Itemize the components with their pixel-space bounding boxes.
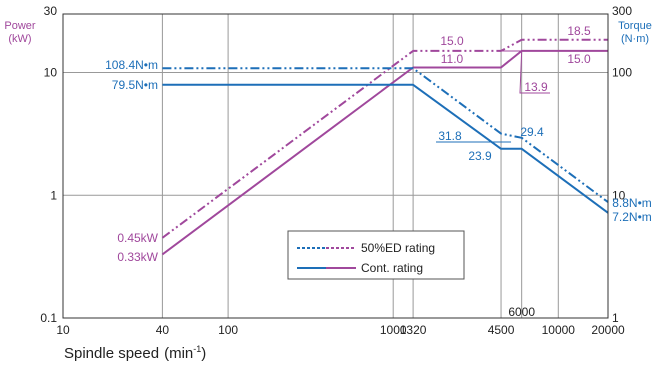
annotation-torque-239: 23.9 xyxy=(468,149,492,163)
y-right-tick-label: 1 xyxy=(612,311,619,325)
annotation-torque-1084: 108.4N•m xyxy=(105,58,158,72)
x-tick-label: 10 xyxy=(56,323,70,337)
legend-cont-label: Cont. rating xyxy=(361,261,423,275)
annotation-torque-72: 7.2N•m xyxy=(612,210,652,224)
y-right-tick-label: 10 xyxy=(612,188,626,202)
x-tick-label: 100 xyxy=(218,323,238,337)
x-tick-label: 10000 xyxy=(542,323,576,337)
series-line-torque_ed xyxy=(162,67,609,203)
x-tick-label: 1000 xyxy=(380,323,407,337)
legend-ed-label: 50%ED rating xyxy=(361,241,435,255)
x-tick-label: 1320 xyxy=(400,323,427,337)
annotation-torque-294: 29.4 xyxy=(520,125,544,139)
x-tick-label: 4500 xyxy=(488,323,515,337)
x-tick-label: 6000 xyxy=(508,305,535,319)
annotations: 0.45kW 0.33kW 15.0 11.0 18.5 15.0 13.9 108.4N•m… xyxy=(105,24,652,264)
ylabel-left: Power xyxy=(4,20,36,32)
annotation-power-185: 18.5 xyxy=(567,24,591,38)
ylabel-right: Torque xyxy=(618,20,652,32)
y-left-tick-label: 0.1 xyxy=(40,311,57,325)
y-right-tick-label: 300 xyxy=(612,4,632,18)
ylabel-right-unit: (N·m) xyxy=(621,33,649,45)
annotation-power-139: 13.9 xyxy=(524,80,548,94)
annotation-power-110: 11.0 xyxy=(441,52,464,66)
callout-leader-13-9 xyxy=(501,50,550,94)
x-axis-title: Spindle speed (min-1) xyxy=(64,344,206,362)
y-right-tick-label: 100 xyxy=(612,66,632,80)
y-left-tick-label: 1 xyxy=(50,188,57,202)
x-axis-label: Spindle speed xyxy=(64,345,159,362)
annotation-power-150: 15.0 xyxy=(440,34,464,48)
plot-frame xyxy=(62,13,609,319)
legend: 50%ED rating Cont. rating xyxy=(287,230,465,280)
x-tick-label: 20000 xyxy=(591,323,625,337)
x-axis-unit-exp: -1 xyxy=(193,344,201,354)
legend-box xyxy=(287,230,465,280)
y-left-tick-label: 30 xyxy=(44,4,58,18)
ylabel-left-unit: (kW) xyxy=(8,33,31,45)
annotation-torque-318: 31.8 xyxy=(438,129,462,143)
x-axis-unit: min xyxy=(169,345,193,362)
annotation-power-150b: 15.0 xyxy=(567,52,591,66)
series-layer xyxy=(161,38,609,256)
annotation-power-045: 0.45kW xyxy=(117,231,158,245)
series-line-power_cont xyxy=(161,49,608,256)
x-tick-label: 40 xyxy=(156,323,170,337)
y-left-tick-label: 10 xyxy=(44,66,58,80)
annotation-power-033: 0.33kW xyxy=(117,250,158,264)
annotation-torque-795: 79.5N•m xyxy=(112,78,158,92)
annotation-torque-88: 8.8N•m xyxy=(612,196,652,210)
series-line-torque_cont xyxy=(162,83,609,214)
series-line-power_ed xyxy=(161,38,608,239)
